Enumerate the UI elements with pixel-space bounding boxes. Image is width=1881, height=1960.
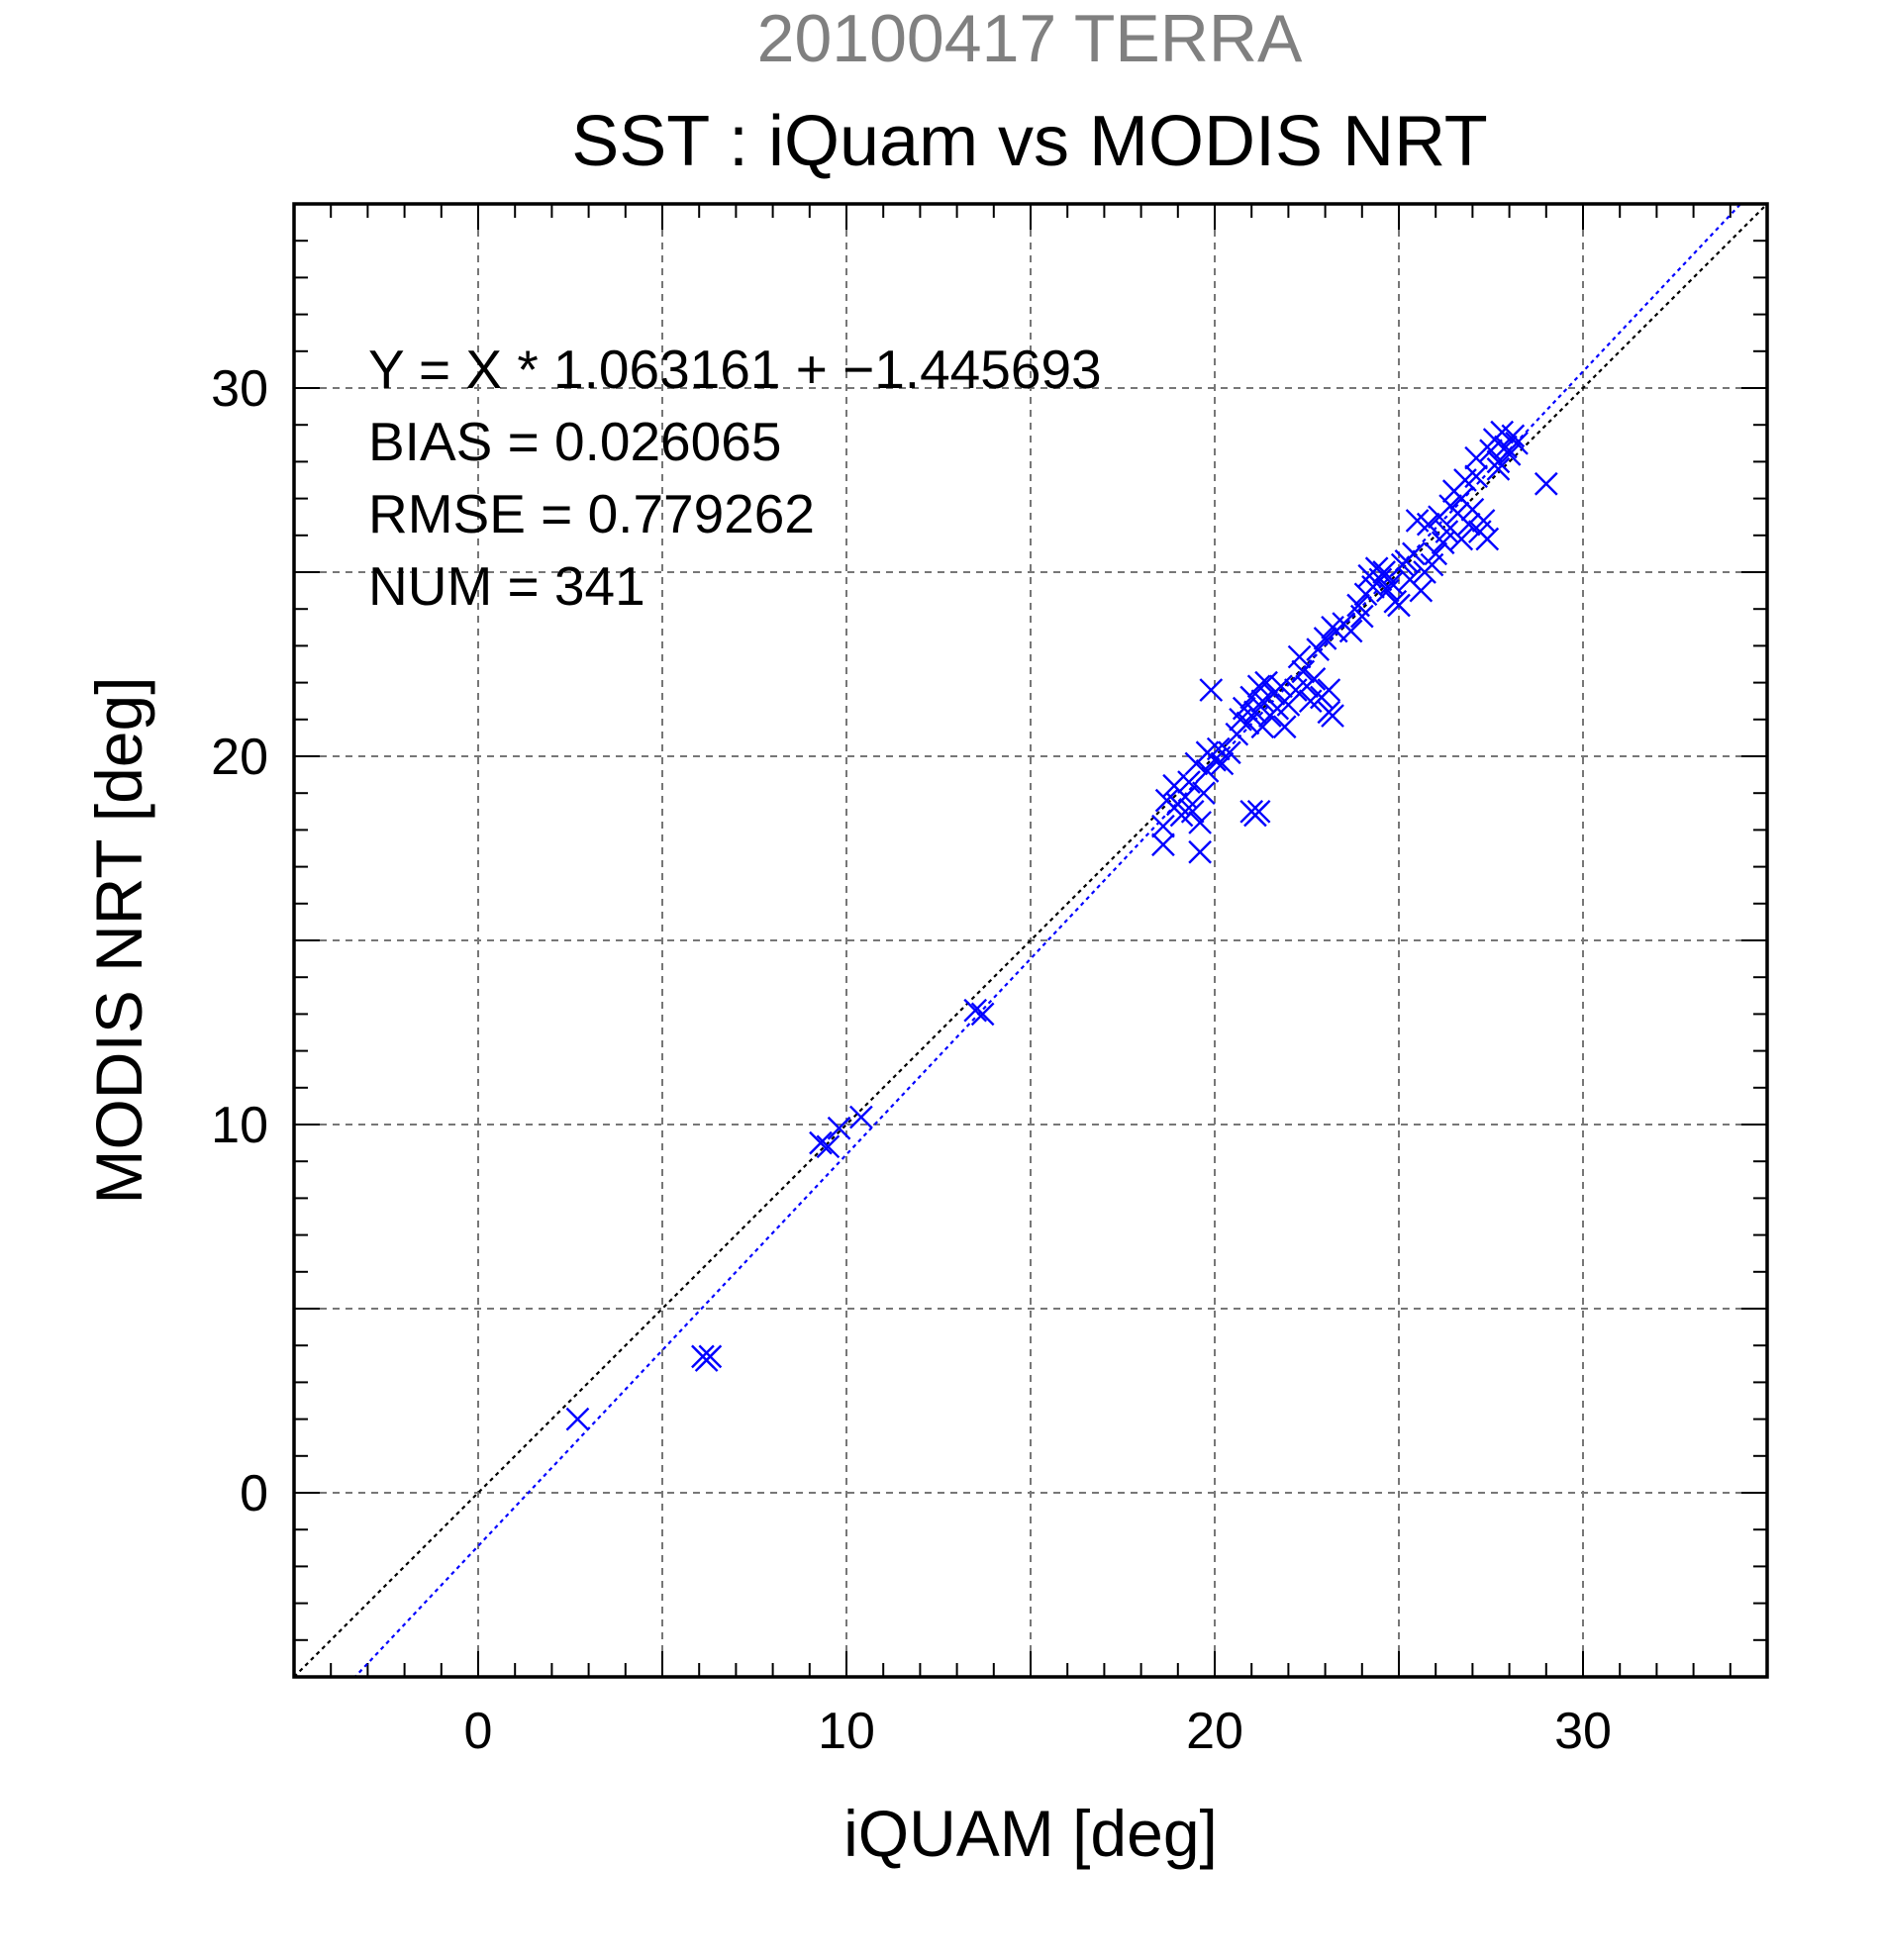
x-tick-label: 0: [464, 1703, 493, 1760]
data-point: [1338, 619, 1363, 643]
plot-frame: [292, 202, 1769, 1679]
stats-line: Y = X * 1.063161 + −1.445693: [368, 339, 1102, 400]
data-point: [1471, 509, 1496, 533]
data-point: [1177, 770, 1201, 794]
data-point: [1287, 644, 1312, 669]
data-point: [1291, 659, 1316, 684]
data-point: [1409, 578, 1434, 603]
y-tick-label: 30: [211, 360, 268, 418]
data-point: [1321, 704, 1344, 728]
data-point: [1246, 799, 1271, 824]
data-point: [1497, 442, 1522, 466]
data-point: [1456, 512, 1481, 537]
data-point: [1243, 700, 1267, 725]
data-point: [970, 1002, 995, 1027]
data-point: [1486, 456, 1511, 481]
data-point: [1313, 627, 1337, 650]
stats-line: NUM = 341: [368, 555, 645, 617]
data-point: [1475, 527, 1500, 551]
data-point: [1272, 715, 1297, 739]
data-point: [1195, 759, 1220, 783]
stats-block: Y = X * 1.063161 + −1.445693 BIAS = 0.026…: [368, 339, 1102, 617]
data-point: [1306, 637, 1331, 661]
y-tick-label: 20: [211, 729, 268, 786]
data-point: [1449, 527, 1474, 551]
stats-line: BIAS = 0.026065: [368, 411, 781, 472]
data-point: [849, 1105, 873, 1129]
data-point: [1379, 571, 1404, 596]
data-point: [1276, 693, 1301, 717]
data-point: [963, 998, 988, 1023]
data-point: [1188, 839, 1212, 864]
data-point: [1372, 560, 1396, 584]
data-point: [1387, 593, 1411, 618]
data-point: [1218, 740, 1241, 765]
data-point: [1151, 833, 1175, 857]
data-point: [1435, 520, 1459, 543]
data-point: [1464, 464, 1488, 489]
data-point: [1173, 785, 1198, 809]
data-point: [1534, 471, 1558, 496]
data-point: [1250, 715, 1275, 739]
data-point: [1236, 711, 1260, 735]
data-point: [1402, 541, 1426, 566]
data-point: [1246, 674, 1271, 699]
y-tick-label: 10: [211, 1097, 268, 1154]
chart-title: SST : iQuam vs MODIS NRT: [571, 102, 1488, 181]
y-tick-label: 0: [240, 1465, 268, 1522]
tick-labels: 0 10 20 30 0 10 20 30: [211, 360, 1612, 1760]
data-point: [1191, 781, 1216, 806]
grid: [294, 204, 1767, 1677]
data-point: [694, 1348, 719, 1372]
data-point: [1505, 431, 1529, 455]
data-point: [565, 1407, 590, 1431]
data-point: [1250, 689, 1275, 714]
data-point: [1424, 541, 1448, 566]
data-point: [1180, 799, 1205, 824]
y-axis-label: MODIS NRT [deg]: [82, 676, 155, 1204]
data-point: [816, 1134, 841, 1159]
data-point: [1254, 670, 1278, 695]
data-point: [809, 1130, 833, 1155]
data-point: [1486, 449, 1511, 474]
data-point: [1302, 667, 1327, 691]
data-point: [1199, 678, 1224, 702]
stats-line: RMSE = 0.779262: [368, 483, 815, 544]
data-point: [1269, 674, 1293, 699]
data-point: [1501, 424, 1526, 448]
scatter-points: [565, 420, 1558, 1431]
data-point: [827, 1116, 851, 1140]
x-tick-label: 10: [818, 1703, 875, 1760]
x-tick-label: 20: [1186, 1703, 1243, 1760]
data-point: [1464, 445, 1488, 470]
x-axis-label: iQUAM [deg]: [843, 1797, 1218, 1870]
data-point: [1151, 814, 1175, 838]
chart-supertitle: 20100417 TERRA: [757, 1, 1303, 76]
data-point: [1317, 678, 1341, 702]
data-point: [1375, 578, 1400, 603]
data-point: [1416, 512, 1440, 537]
data-point: [1349, 604, 1374, 629]
data-point: [1210, 751, 1235, 776]
x-tick-label: 30: [1554, 1703, 1612, 1760]
data-point: [1188, 811, 1212, 834]
